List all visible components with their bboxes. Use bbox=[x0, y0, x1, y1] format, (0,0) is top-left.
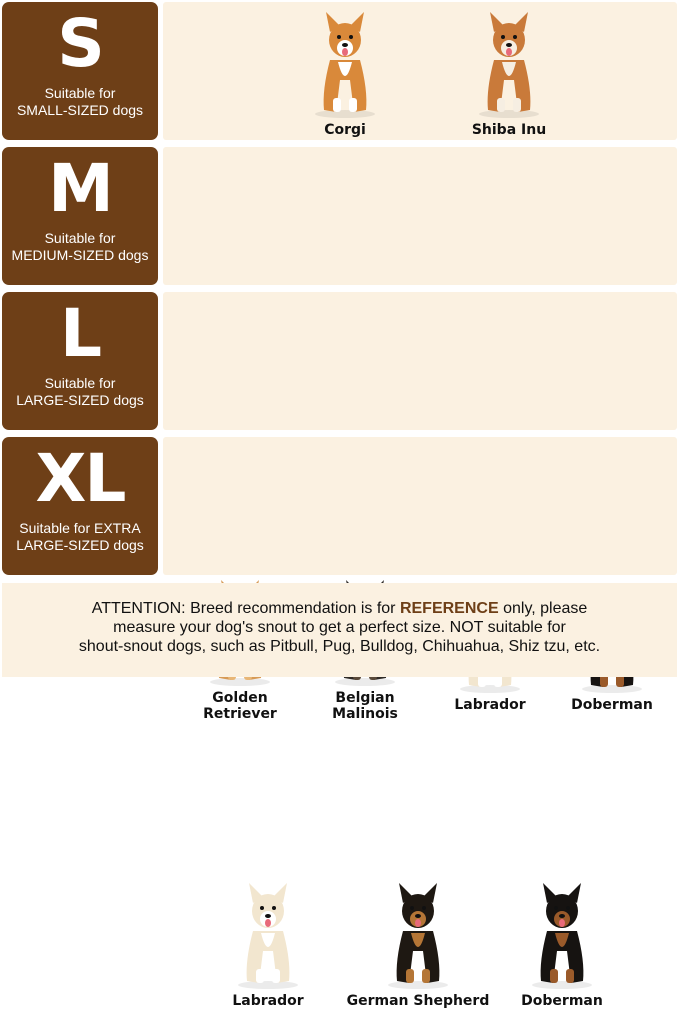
breed-panel bbox=[163, 292, 677, 430]
breed-panel bbox=[163, 437, 677, 575]
size-description: Suitable for LARGE-SIZED dogs bbox=[2, 375, 158, 409]
breed-label: Golden Retriever bbox=[203, 690, 277, 722]
size-description: Suitable for EXTRA LARGE-SIZED dogs bbox=[2, 520, 158, 554]
size-description: Suitable for SMALL-SIZED dogs bbox=[2, 85, 158, 119]
size-letter: XL bbox=[35, 440, 127, 517]
dog-image bbox=[373, 881, 463, 996]
breed-label: Labrador bbox=[454, 697, 526, 713]
size-letter: L bbox=[59, 295, 102, 372]
size-desc-line: Suitable for bbox=[44, 375, 116, 391]
size-desc-line: LARGE-SIZED dogs bbox=[16, 392, 144, 408]
breed-label: Doberman bbox=[521, 993, 603, 1009]
size-row-m: M Suitable for MEDIUM-SIZED dogs Siberia… bbox=[0, 147, 679, 428]
dog-image bbox=[300, 10, 390, 125]
attention-text: measure your dog's snout to get a perfec… bbox=[113, 619, 566, 636]
size-row-xl: XL Suitable for EXTRA LARGE-SIZED dogs L… bbox=[0, 437, 679, 1009]
attention-text: only, please bbox=[498, 600, 588, 617]
breed-label: Doberman bbox=[571, 697, 653, 713]
size-desc-line: SMALL-SIZED dogs bbox=[16, 102, 144, 118]
dog-image bbox=[223, 881, 313, 996]
size-desc-line: Suitable for EXTRA bbox=[19, 520, 141, 536]
size-row-s: S Suitable for SMALL-SIZED dogs Corgi bbox=[0, 2, 679, 140]
size-letter: S bbox=[57, 5, 105, 82]
breed-panel bbox=[163, 147, 677, 285]
breed-label: Labrador bbox=[232, 993, 304, 1009]
dog-image bbox=[517, 881, 607, 996]
dog-image bbox=[464, 10, 554, 125]
attention-text: shout-snout dogs, such as Pitbull, Pug, … bbox=[78, 638, 601, 655]
size-badge: L Suitable for LARGE-SIZED dogs bbox=[2, 292, 158, 430]
reference-highlight: REFERENCE bbox=[399, 600, 499, 617]
size-letter: M bbox=[48, 150, 114, 227]
size-desc-line: Suitable for bbox=[44, 230, 116, 246]
size-desc-line: Suitable for bbox=[44, 85, 116, 101]
size-badge: XL Suitable for EXTRA LARGE-SIZED dogs bbox=[2, 437, 158, 575]
size-desc-line: LARGE-SIZED dogs bbox=[16, 537, 144, 553]
size-description: Suitable for MEDIUM-SIZED dogs bbox=[2, 230, 158, 264]
breed-label: German Shepherd bbox=[346, 993, 490, 1009]
size-row-l: L Suitable for LARGE-SIZED dogs Golden R… bbox=[0, 292, 679, 722]
breed-label: Belgian Malinois bbox=[332, 690, 398, 722]
attention-text: ATTENTION: Breed recommendation is for bbox=[91, 600, 400, 617]
breed-label: Shiba Inu bbox=[471, 122, 547, 138]
attention-note: ATTENTION: Breed recommendation is for R… bbox=[2, 583, 677, 677]
size-badge: M Suitable for MEDIUM-SIZED dogs bbox=[2, 147, 158, 285]
size-desc-line: MEDIUM-SIZED dogs bbox=[11, 247, 149, 263]
breed-label: Corgi bbox=[324, 122, 366, 138]
size-badge: S Suitable for SMALL-SIZED dogs bbox=[2, 2, 158, 140]
breed-panel bbox=[163, 2, 677, 140]
